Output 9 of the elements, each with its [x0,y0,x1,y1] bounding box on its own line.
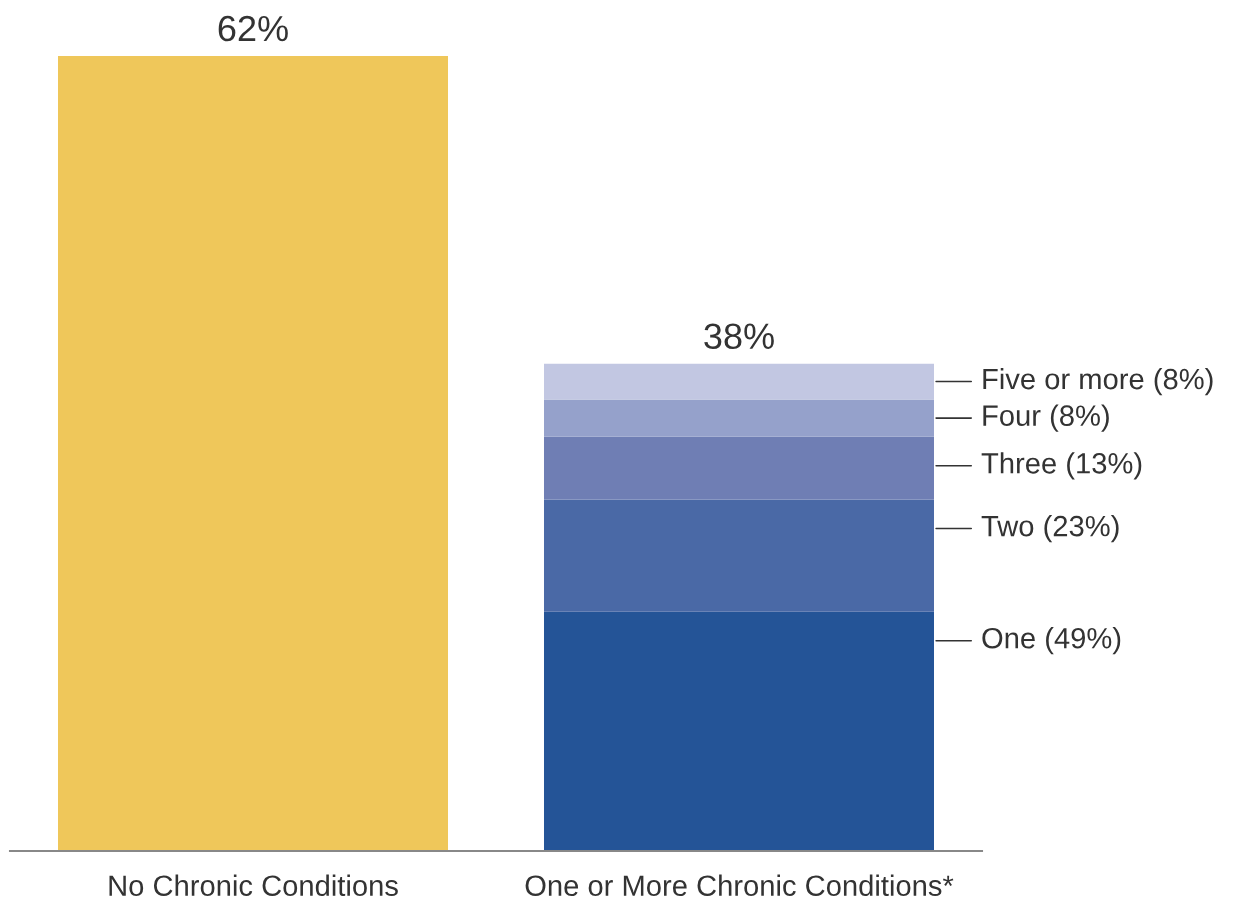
series-label: Four (8%) [983,404,1109,432]
series-label: Five or more (8%) [983,367,1213,396]
annotation: 38% [704,323,774,350]
series-label: Two (23%) [981,515,1119,543]
x-tick-label: No Chronic Conditions [109,874,398,897]
series-label: Three (13%) [981,452,1142,480]
annotation: 62% [218,15,288,42]
series-label: One (49%) [982,627,1121,655]
x-tick-label: One or More Chronic Conditions* [525,874,954,897]
